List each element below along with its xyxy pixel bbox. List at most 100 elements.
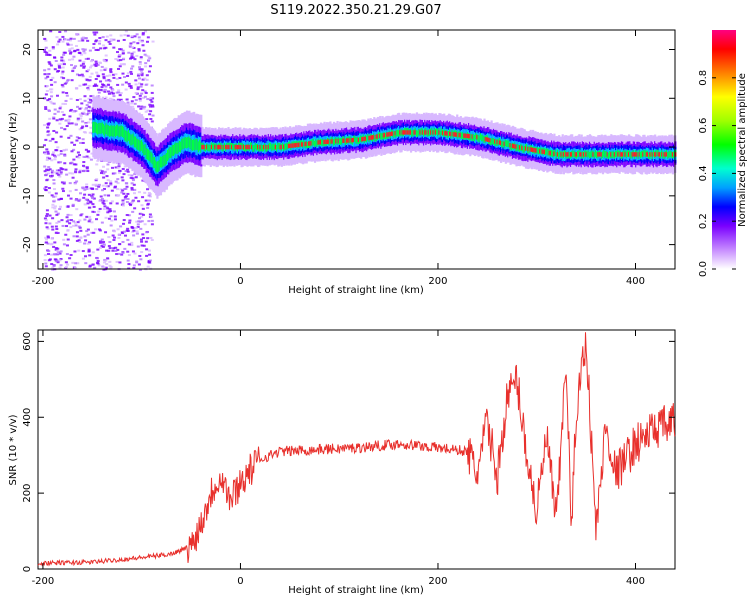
spectrogram-cell (58, 107, 62, 110)
spectrogram-cell (212, 143, 215, 151)
spectrogram-cell (100, 244, 104, 247)
spectrogram-cell (77, 225, 81, 228)
spectrogram-cell (150, 215, 154, 218)
spectrogram-peak-cell (567, 152, 570, 157)
spectrogram-cell (148, 65, 152, 68)
spectrogram-cell (49, 91, 53, 94)
spectrogram-cell (124, 81, 128, 84)
spectrogram-cell (507, 140, 510, 147)
spectrogram-cell (137, 139, 140, 150)
spectrogram-peak-cell (445, 131, 448, 136)
spectrogram-cell (60, 63, 64, 66)
spectrogram-cell (182, 138, 185, 150)
spectrogram-cell (85, 167, 89, 170)
spectrogram-cell (126, 131, 129, 143)
spectrogram-cell (272, 143, 275, 151)
spectrogram-cell (61, 91, 65, 94)
spectrogram-cell (127, 214, 131, 217)
spectrogram-cell (120, 253, 124, 256)
spectrogram-cell (183, 137, 186, 149)
spectrogram-cell (145, 254, 149, 257)
spectrogram-cell (51, 266, 55, 269)
spectrogram-xtick-label: 0 (237, 276, 243, 287)
spectrogram-cell (54, 149, 58, 152)
spectrogram-cell (120, 191, 124, 194)
spectrogram-peak-cell (342, 138, 345, 143)
spectrogram-cell (112, 247, 116, 250)
spectrogram-peak-cell (394, 130, 397, 136)
colorbar-tick-label: 0.8 (698, 70, 709, 86)
spectrogram-cell (46, 85, 50, 88)
spectrogram-cell (87, 156, 91, 159)
spectrogram-cell (72, 224, 76, 227)
spectrogram-cell (113, 218, 117, 221)
spectrogram-cell (90, 231, 94, 234)
spectrogram-cell (51, 203, 55, 206)
spectrogram-cell (168, 148, 171, 160)
spectrogram-cell (63, 128, 67, 131)
spectrogram-cell (81, 62, 85, 65)
spectrogram-cell (83, 218, 87, 221)
spectrogram-cell (233, 143, 236, 151)
spectrogram-cell (63, 154, 67, 157)
spectrogram-cell (145, 74, 149, 77)
spectrogram-cell (59, 250, 63, 253)
spectrogram-peak-cell (524, 146, 528, 151)
spectrogram-cell (45, 148, 49, 151)
spectrogram-cell (140, 215, 144, 218)
spectrogram-cell (103, 68, 107, 71)
spectrogram-cell (113, 124, 116, 136)
spectrogram-cell (130, 134, 133, 146)
spectrogram-cell (73, 170, 77, 173)
spectrogram-cell (86, 150, 90, 153)
spectrogram-cell (140, 40, 144, 43)
spectrogram-cell (85, 155, 89, 158)
spectrogram-cell (141, 196, 145, 199)
spectrogram-cell (108, 240, 112, 243)
spectrogram-cell (87, 220, 91, 223)
spectrogram-cell (102, 59, 106, 62)
colorbar-gradient (712, 30, 736, 269)
spectrogram-cell (44, 241, 48, 244)
spectrogram-cell (112, 239, 116, 242)
spectrogram-cell (64, 99, 68, 102)
spectrogram-cell (80, 73, 84, 76)
spectrogram-cell (72, 158, 76, 161)
spectrogram-peak-cell (553, 151, 556, 156)
spectrogram-peak-cell (458, 132, 461, 138)
spectrogram-cell (508, 140, 511, 147)
spectrogram-cell (56, 261, 60, 264)
spectrogram-cell (94, 121, 97, 133)
spectrogram-cell (104, 182, 108, 185)
spectrogram-cell (109, 34, 113, 37)
spectrogram-cell (584, 150, 587, 158)
spectrogram-cell (45, 53, 49, 56)
spectrogram-cell (102, 75, 106, 78)
spectrogram-cell (121, 126, 125, 138)
spectrogram-cell (58, 118, 62, 121)
spectrogram-peak-cell (347, 138, 350, 143)
spectrogram-cell (94, 65, 98, 68)
spectrogram-cell (57, 198, 61, 201)
spectrogram-cell (82, 169, 86, 172)
spectrogram-cell (71, 68, 75, 71)
spectrogram-cell (44, 262, 48, 265)
spectrogram-cell (107, 194, 111, 197)
spectrogram-cell (398, 130, 401, 137)
spectrogram-cell (270, 142, 273, 150)
spectrogram-cell (57, 220, 61, 223)
spectrogram-cell (69, 226, 73, 229)
spectrogram-cell (123, 197, 127, 200)
spectrogram-cell (128, 221, 132, 224)
spectrogram-cell (89, 95, 93, 98)
spectrogram-cell (101, 245, 105, 248)
spectrogram-cell (65, 216, 69, 219)
spectrogram-cell (42, 151, 46, 154)
spectrogram-cell (140, 83, 144, 86)
spectrogram-cell (79, 236, 83, 239)
spectrogram-cell (118, 65, 122, 68)
spectrogram-cell (143, 53, 147, 56)
spectrogram-cell (143, 223, 147, 226)
spectrogram-cell (98, 61, 102, 64)
spectrogram-cell (59, 172, 63, 175)
